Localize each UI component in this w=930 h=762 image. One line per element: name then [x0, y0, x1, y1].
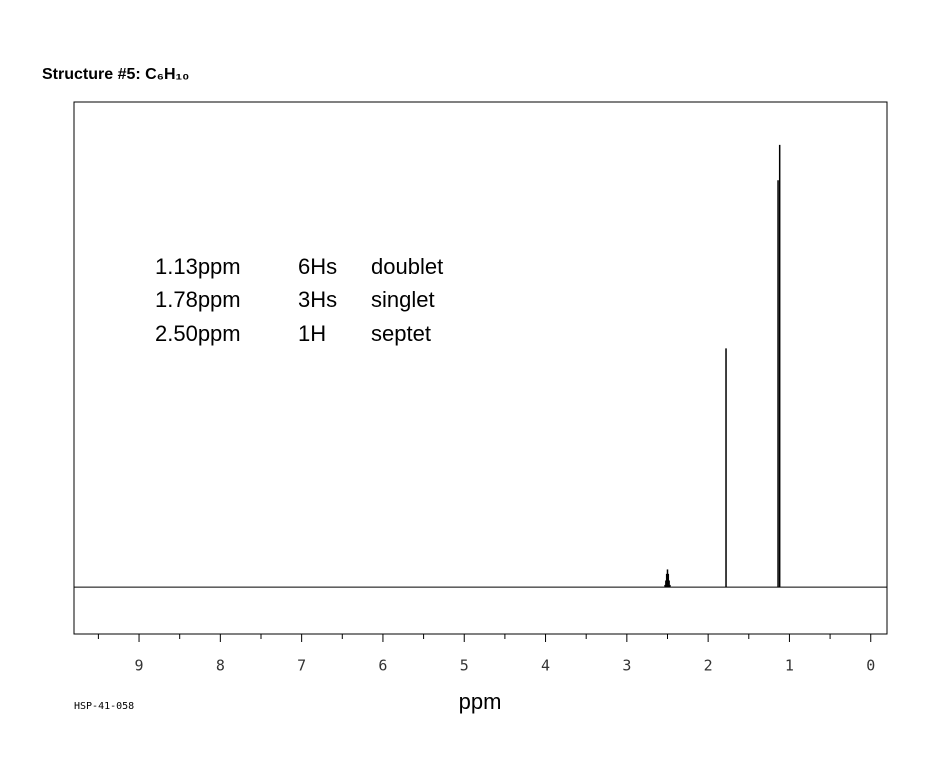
x-tick-label: 0 [866, 657, 875, 675]
footnote: HSP-41-058 [74, 701, 134, 712]
annotation: 1.13ppm [155, 254, 241, 279]
annotation: 2.50ppm [155, 321, 241, 346]
x-tick-label: 1 [785, 657, 794, 675]
x-tick-label: 6 [378, 657, 387, 675]
x-tick-label: 9 [135, 657, 144, 675]
x-tick-label: 5 [460, 657, 469, 675]
annotation: 1.78ppm [155, 287, 241, 312]
x-tick-label: 7 [297, 657, 306, 675]
annotation: septet [371, 321, 431, 346]
x-axis-label: ppm [459, 689, 502, 714]
annotation: 1H [298, 321, 326, 346]
x-tick-label: 3 [622, 657, 631, 675]
annotation: 3Hs [298, 287, 337, 312]
annotation: doublet [371, 254, 443, 279]
annotation: 6Hs [298, 254, 337, 279]
x-tick-label: 2 [704, 657, 713, 675]
chart-title: Structure #5: C₆H₁₀ [42, 66, 189, 83]
x-tick-label: 8 [216, 657, 225, 675]
x-tick-label: 4 [541, 657, 550, 675]
plot-frame [73, 101, 888, 635]
annotation: singlet [371, 287, 435, 312]
